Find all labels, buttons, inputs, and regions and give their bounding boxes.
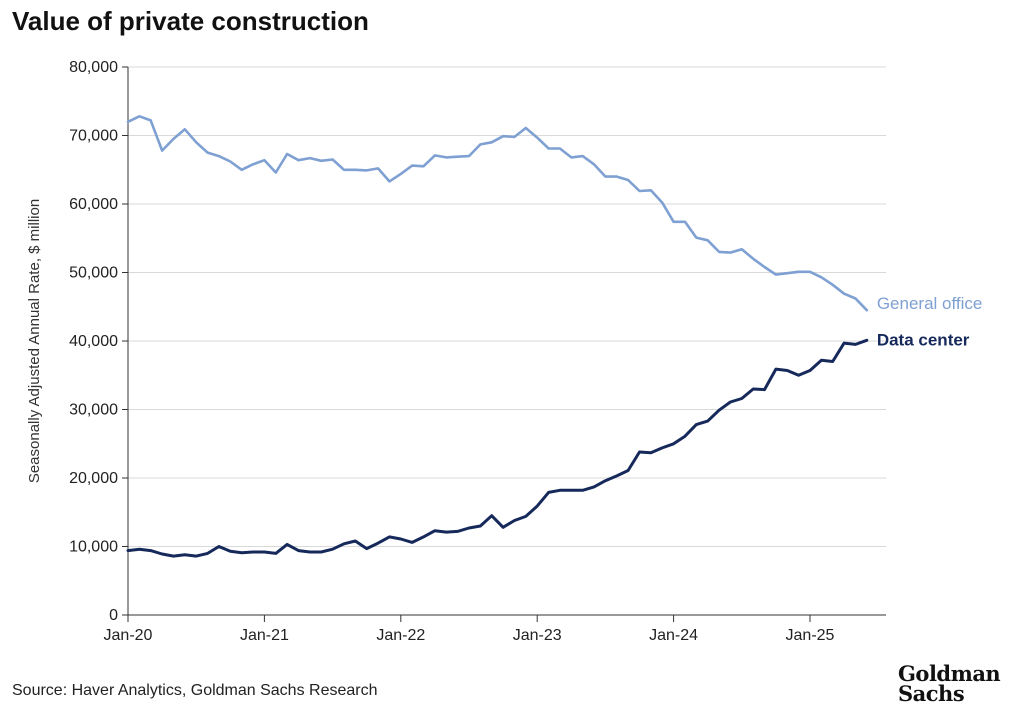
logo-line-1: Goldman bbox=[898, 661, 1001, 686]
series-lines bbox=[126, 115, 869, 558]
y-tick-label: 10,000 bbox=[69, 539, 118, 556]
y-tick-label: 30,000 bbox=[69, 402, 118, 419]
x-tick-label: Jan-25 bbox=[786, 627, 835, 644]
general-office-label: General office bbox=[877, 294, 983, 313]
y-tick-label: 20,000 bbox=[69, 470, 118, 487]
y-tick-label: 70,000 bbox=[69, 128, 118, 145]
line-chart: 0 10,000 20,000 30,000 40,000 50,000 60,000 70,… bbox=[26, 59, 983, 644]
series-labels: General office Data center bbox=[877, 294, 983, 349]
gridlines bbox=[128, 66, 886, 547]
source-note: Source: Haver Analytics, Goldman Sachs R… bbox=[12, 682, 378, 699]
chart-title: Value of private construction bbox=[12, 6, 369, 36]
logo-line-2: Sachs bbox=[898, 681, 965, 706]
y-tick-label: 60,000 bbox=[69, 196, 118, 213]
x-tick-label: Jan-23 bbox=[513, 627, 562, 644]
goldman-sachs-logo: Goldman Sachs bbox=[898, 661, 1001, 706]
y-axis-label: Seasonally Adjusted Annual Rate, $ milli… bbox=[26, 199, 43, 483]
y-tick-label: 50,000 bbox=[69, 265, 118, 282]
data-center-line bbox=[126, 338, 869, 558]
y-tick-label: 80,000 bbox=[69, 59, 118, 76]
y-tick-label: 40,000 bbox=[69, 333, 118, 350]
x-tick-label: Jan-20 bbox=[104, 627, 153, 644]
x-tick-label: Jan-22 bbox=[376, 627, 425, 644]
x-axis: Jan-20 Jan-21 Jan-22 Jan-23 Jan-24 Jan-25 bbox=[104, 614, 886, 644]
general-office-line bbox=[126, 115, 869, 312]
x-tick-label: Jan-21 bbox=[240, 627, 289, 644]
y-tick-label: 0 bbox=[109, 607, 118, 624]
y-axis: 0 10,000 20,000 30,000 40,000 50,000 60,000 70,… bbox=[69, 59, 129, 624]
data-center-label: Data center bbox=[877, 330, 970, 349]
x-tick-label: Jan-24 bbox=[649, 627, 698, 644]
